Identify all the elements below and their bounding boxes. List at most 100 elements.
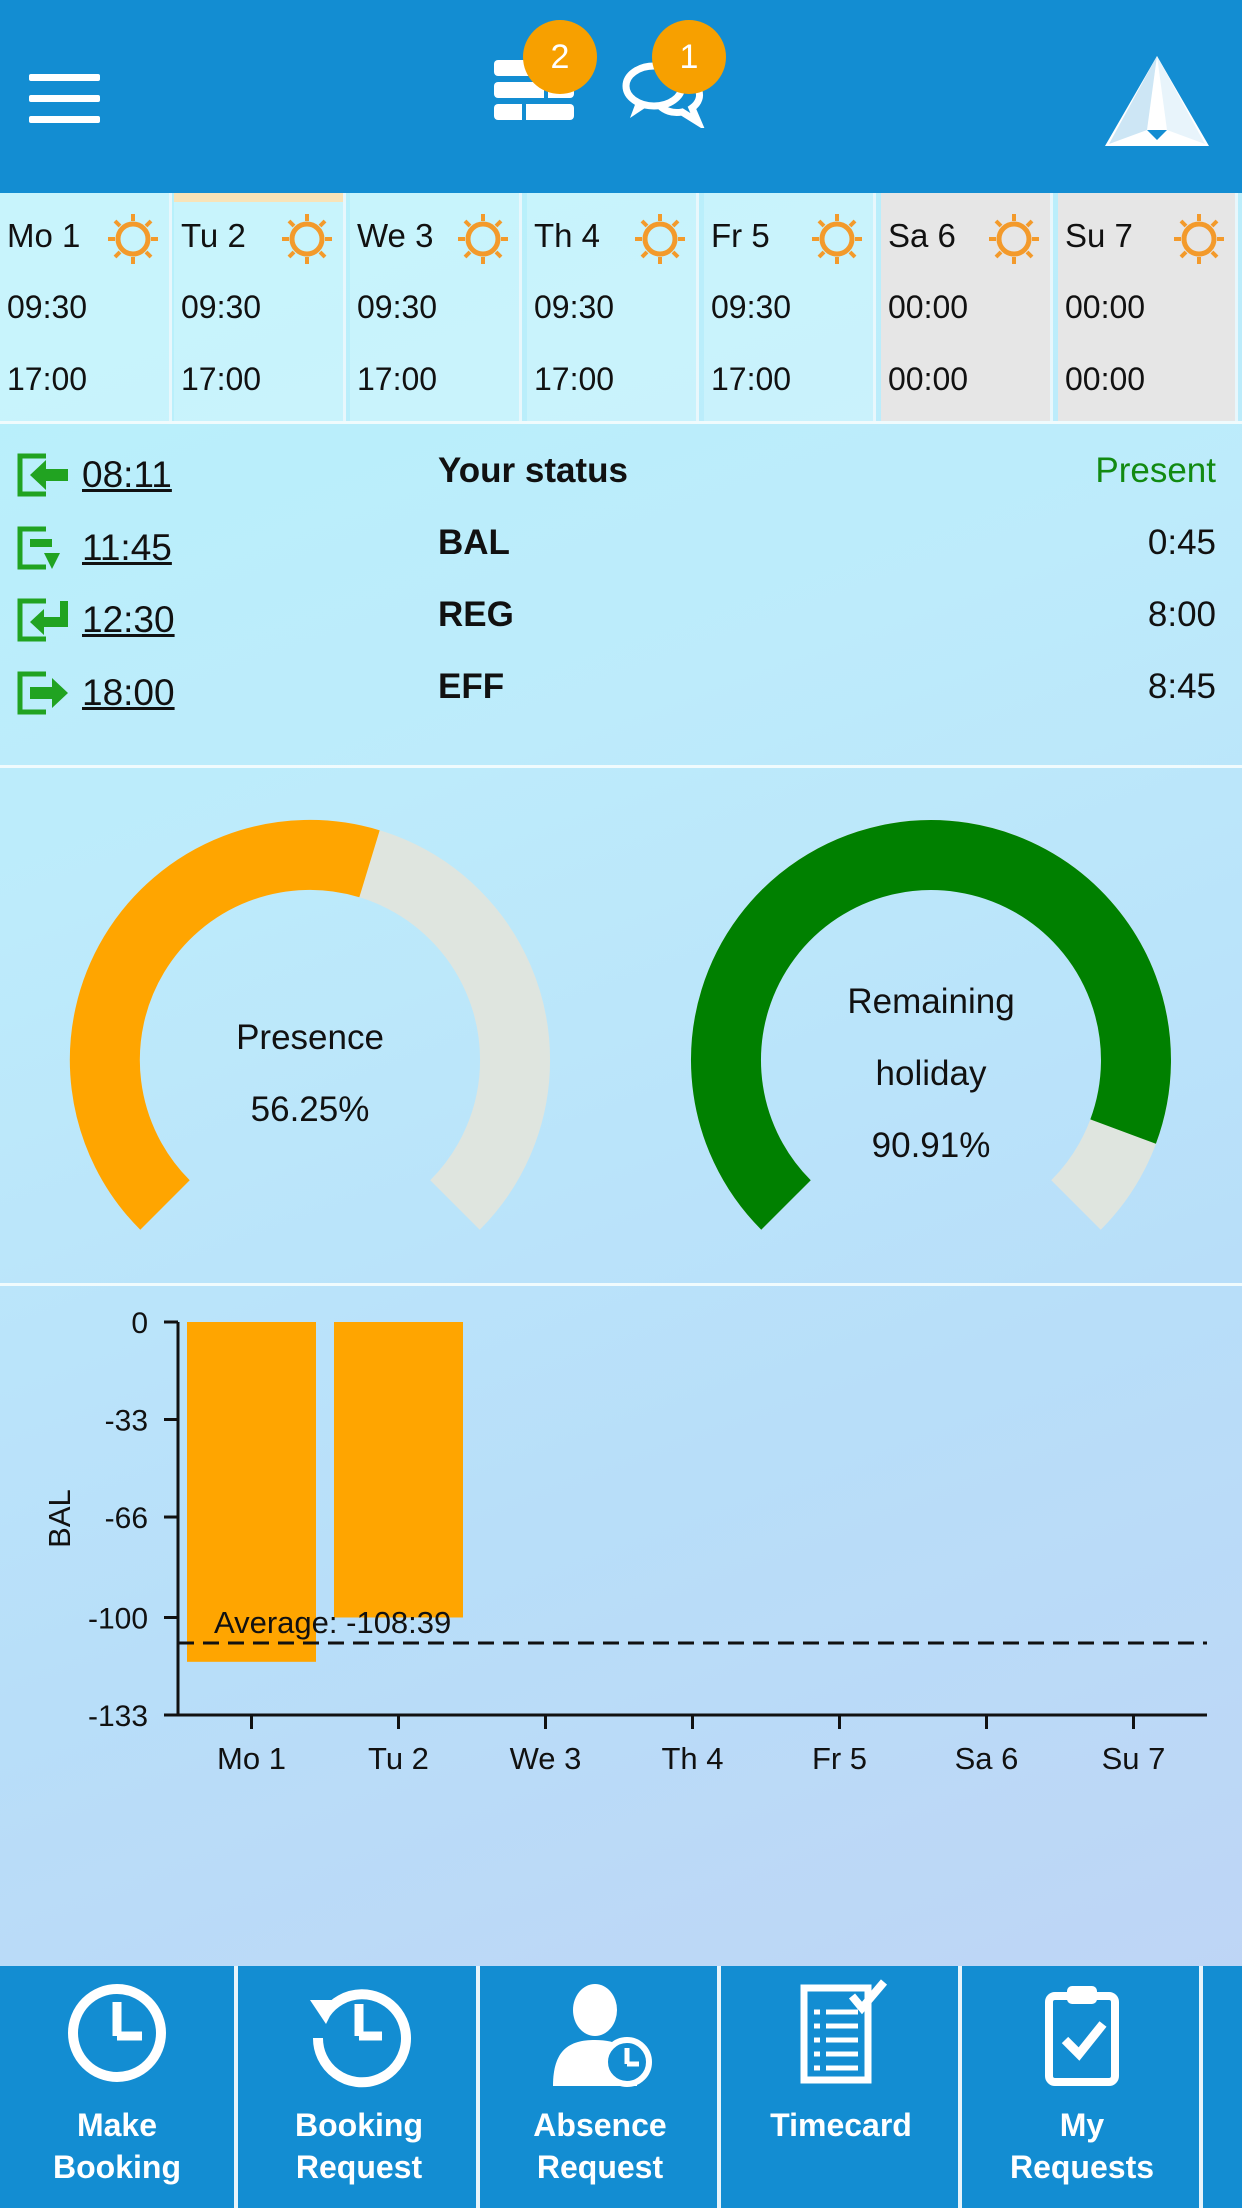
day-end-time: 17:00 — [357, 361, 438, 397]
effective-value: 8:45 — [1147, 667, 1216, 706]
effective-label: EFF — [438, 667, 505, 706]
chart-x-tick-label: Th 4 — [661, 1741, 723, 1776]
day-end-time: 00:00 — [1065, 361, 1146, 397]
holiday-value: 90.91% — [871, 1126, 991, 1165]
divider — [0, 765, 1242, 768]
make-booking-button[interactable]: Make Booking — [0, 1966, 238, 2208]
chart-x-tick-label: We 3 — [510, 1741, 582, 1776]
day-name: Sa 6 — [888, 217, 956, 254]
nav-label-line1: My — [1059, 2107, 1105, 2143]
booking-entry[interactable]: 18:00 — [16, 670, 196, 720]
nav-label-line2: Request — [295, 2149, 423, 2185]
balance-bar-chart: 0 -33 -66 -100 -133 Mo 1 Tu 2 We 3 Th 4 Fr 5 Sa 6 S… — [42, 1307, 1207, 1776]
day-cell[interactable]: Tu 2 09:30 17:00 — [174, 193, 346, 421]
clock-icon — [68, 1984, 166, 2082]
day-end-time: 17:00 — [711, 361, 792, 397]
day-end-time: 17:00 — [7, 361, 88, 397]
day-start-time: 09:30 — [534, 289, 615, 325]
presence-gauge-label: Presence 56.25% — [160, 1002, 460, 1146]
chart-x-tick-label: Tu 2 — [368, 1741, 429, 1776]
day-cell[interactable]: We 3 09:30 17:00 — [350, 193, 522, 421]
day-start-time: 00:00 — [888, 289, 969, 325]
day-start-time: 09:30 — [7, 289, 88, 325]
gauge-fill — [69, 819, 380, 1230]
week-strip: Mo 1 09:30 17:00 Tu 2 09:30 17:00 We 3 0… — [0, 193, 1242, 421]
history-clock-icon — [310, 1989, 411, 2088]
person-clock-icon — [553, 1984, 652, 2087]
notifications-badge: 2 — [523, 20, 597, 94]
day-name: Mo 1 — [7, 217, 81, 254]
sun-icon — [108, 214, 158, 264]
day-start-time: 00:00 — [1065, 289, 1146, 325]
chart-y-axis-label: BAL — [42, 1489, 77, 1548]
holiday-title-line2: holiday — [875, 1054, 987, 1093]
sun-icon — [282, 214, 332, 264]
clipboard-check-icon — [1045, 1986, 1119, 2086]
chart-y-tick-label: -66 — [105, 1502, 148, 1535]
messages-badge: 1 — [652, 20, 726, 94]
timecard-icon — [800, 1979, 888, 2084]
day-cell[interactable]: Su 7 00:00 00:00 — [1058, 193, 1238, 421]
booking-time[interactable]: 18:00 — [82, 672, 175, 713]
nav-label-line2: Booking — [53, 2149, 181, 2185]
day-name: Su 7 — [1065, 217, 1133, 254]
day-end-time: 17:00 — [181, 361, 262, 397]
day-name: Th 4 — [534, 217, 601, 254]
holiday-gauge-label: Remaining holiday 90.91% — [781, 966, 1081, 1182]
day-name: We 3 — [357, 217, 434, 254]
app-logo-icon — [1105, 56, 1209, 146]
balance-value: 0:45 — [1147, 523, 1216, 562]
day-cell[interactable]: Sa 6 00:00 00:00 — [881, 193, 1053, 421]
chart-x-tick-label: Fr 5 — [812, 1741, 867, 1776]
absence-request-button[interactable]: Absence Request — [483, 1966, 721, 2208]
chart-y-tick-label: -33 — [105, 1405, 148, 1438]
clock-in-icon — [17, 453, 68, 497]
balance-label: BAL — [438, 523, 510, 562]
chart-y-tick-label: -133 — [88, 1700, 148, 1733]
gauge-fill — [691, 820, 1171, 1230]
holiday-gauge[interactable] — [681, 810, 1181, 1240]
sun-icon — [635, 214, 685, 264]
chart-bar — [187, 1322, 316, 1662]
booking-entry[interactable]: 11:45 — [16, 525, 196, 575]
day-name: Fr 5 — [711, 217, 770, 254]
clock-out-icon — [17, 671, 68, 715]
booking-request-button[interactable]: Booking Request — [242, 1966, 480, 2208]
nav-label-line1: Booking — [295, 2107, 423, 2143]
app-header: 2 1 — [0, 0, 1242, 193]
sun-icon — [812, 214, 862, 264]
booking-entry[interactable]: 12:30 — [16, 597, 196, 647]
regular-label: REG — [438, 595, 514, 634]
booking-time[interactable]: 11:45 — [82, 527, 172, 568]
day-start-time: 09:30 — [711, 289, 792, 325]
break-start-icon — [17, 526, 60, 570]
divider — [0, 1283, 1242, 1286]
break-end-icon — [17, 598, 68, 642]
nav-label-line2: Requests — [1009, 2149, 1155, 2185]
sun-icon — [1174, 214, 1224, 264]
nav-label-line2: Request — [536, 2149, 664, 2185]
day-cell[interactable]: Th 4 09:30 17:00 — [527, 193, 699, 421]
chart-bar — [334, 1322, 463, 1618]
bottom-navigation: Make Booking Booking Request Absence Reques… — [0, 1966, 1242, 2208]
menu-icon[interactable] — [29, 74, 100, 124]
divider — [0, 421, 1242, 424]
booking-entry[interactable]: 08:11 — [16, 452, 196, 502]
presence-title: Presence — [236, 1018, 384, 1057]
my-requests-button[interactable]: My Requests — [965, 1966, 1203, 2208]
chart-x-tick-label: Mo 1 — [217, 1741, 286, 1776]
booking-time[interactable]: 08:11 — [82, 454, 172, 495]
day-start-time: 09:30 — [181, 289, 262, 325]
day-cell[interactable]: Fr 5 09:30 17:00 — [704, 193, 876, 421]
sun-icon — [989, 214, 1039, 264]
holiday-title-line1: Remaining — [847, 982, 1015, 1021]
timecard-button[interactable]: Timecard — [724, 1966, 962, 2208]
booking-time[interactable]: 12:30 — [82, 599, 175, 640]
day-cell[interactable]: Mo 1 09:30 17:00 — [0, 193, 172, 421]
chart-y-tick-label: 0 — [131, 1307, 148, 1340]
chart-x-tick-label: Su 7 — [1102, 1741, 1166, 1776]
status-label: Your status — [438, 451, 628, 490]
presence-gauge[interactable] — [60, 810, 560, 1240]
nav-label-line1: Absence — [533, 2107, 667, 2143]
chart-y-tick-label: -100 — [88, 1602, 148, 1635]
